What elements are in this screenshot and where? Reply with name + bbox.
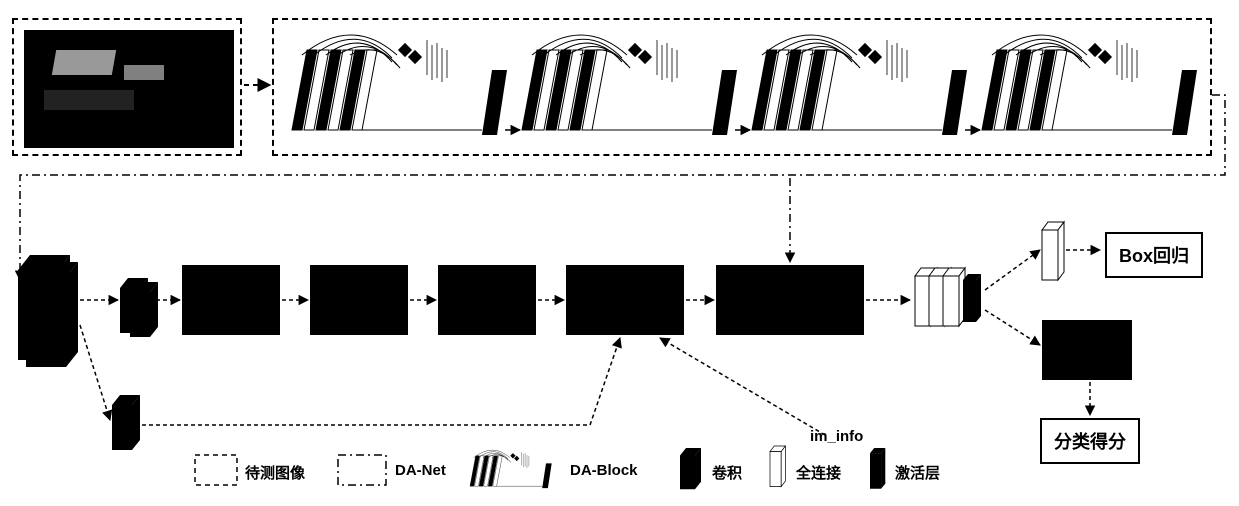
stage-4 [566,265,684,335]
stage-2 [310,265,408,335]
legend-conv: 卷积 [712,462,742,483]
stage-1 [182,265,280,335]
input-image [24,30,234,148]
stage-3 [438,265,536,335]
conv-small [120,278,158,337]
input-image-container [12,18,242,156]
legend-fc: 全连接 [796,462,841,483]
im-info-label: im_info [810,428,863,445]
legend-danet: DA-Net [395,462,446,479]
stage-5 [716,265,864,335]
classification-score-label: 分类得分 [1040,418,1140,464]
legend-dablock: DA-Block [570,462,638,479]
fc-box-out [1042,222,1064,280]
input-tensor [18,255,78,367]
lower-conv [112,395,140,450]
legend-activation: 激活层 [895,462,940,483]
danet-container [272,18,1212,156]
box-regression-label: Box回归 [1105,232,1203,278]
fc-group [915,268,981,326]
cls-block [1042,320,1132,380]
legend-input-image: 待测图像 [245,462,305,483]
